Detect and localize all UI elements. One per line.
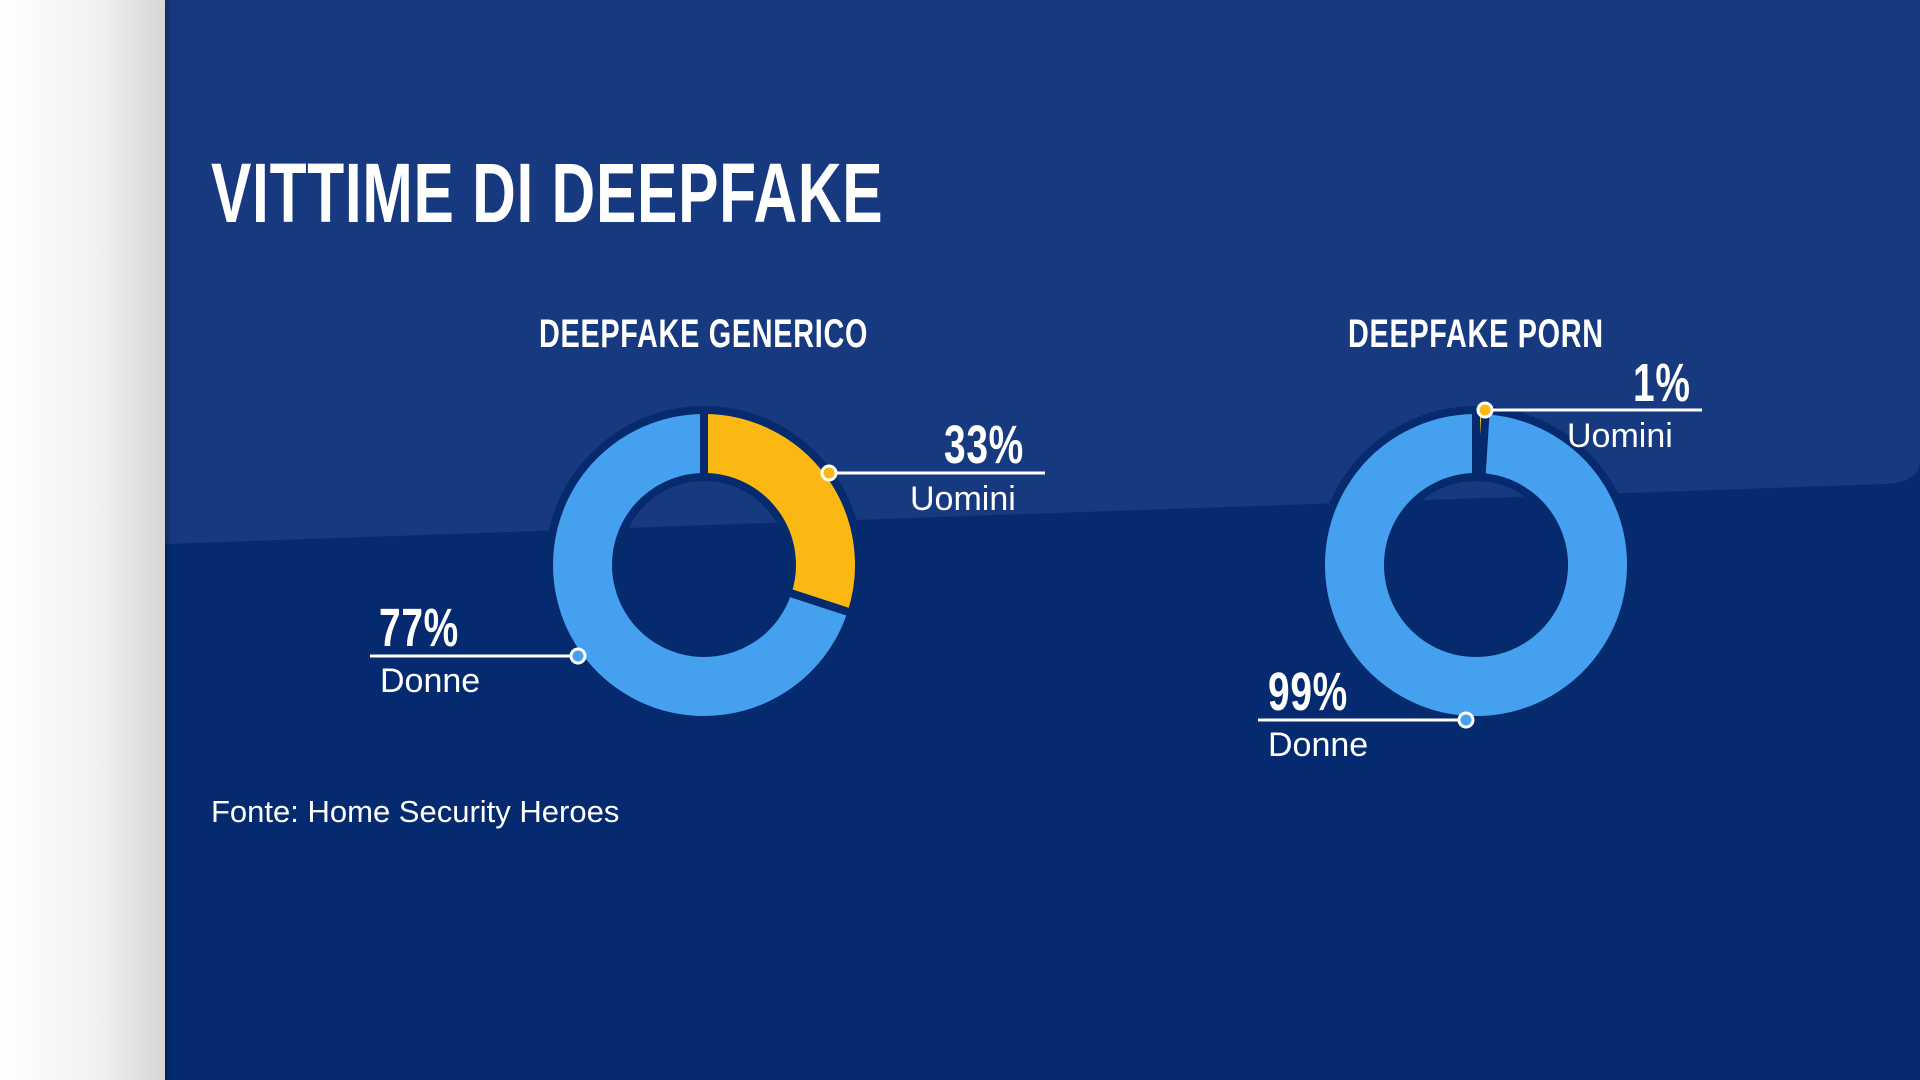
donut-slice-donne xyxy=(545,405,857,724)
donut-slice-donne xyxy=(1317,405,1635,724)
chart-title-generico: DEEPFAKE GENERICO xyxy=(539,312,869,356)
label-porn-women: Donne xyxy=(1268,726,1369,764)
leader-dot xyxy=(1476,401,1494,419)
label-generico-men: Uomini xyxy=(910,480,1016,518)
label-porn-men-pct: 1% xyxy=(1633,353,1691,413)
leader-dot xyxy=(820,464,838,482)
label-generico-women: Donne xyxy=(380,662,481,700)
leader-dot xyxy=(569,647,587,665)
leader-dot xyxy=(1457,711,1475,729)
source-note: Fonte: Home Security Heroes xyxy=(211,794,620,829)
label-porn-men: Uomini xyxy=(1567,417,1673,455)
chart-title-porn: DEEPFAKE PORN xyxy=(1348,312,1605,356)
donut-slice-uomini xyxy=(700,405,863,618)
label-porn-women-pct: 99% xyxy=(1268,662,1348,722)
left-panel xyxy=(0,0,165,1080)
label-generico-women-pct: 77% xyxy=(379,598,459,658)
page-title: VITTIME DI DEEPFAKE xyxy=(211,146,884,240)
label-generico-men-pct: 33% xyxy=(944,415,1024,475)
